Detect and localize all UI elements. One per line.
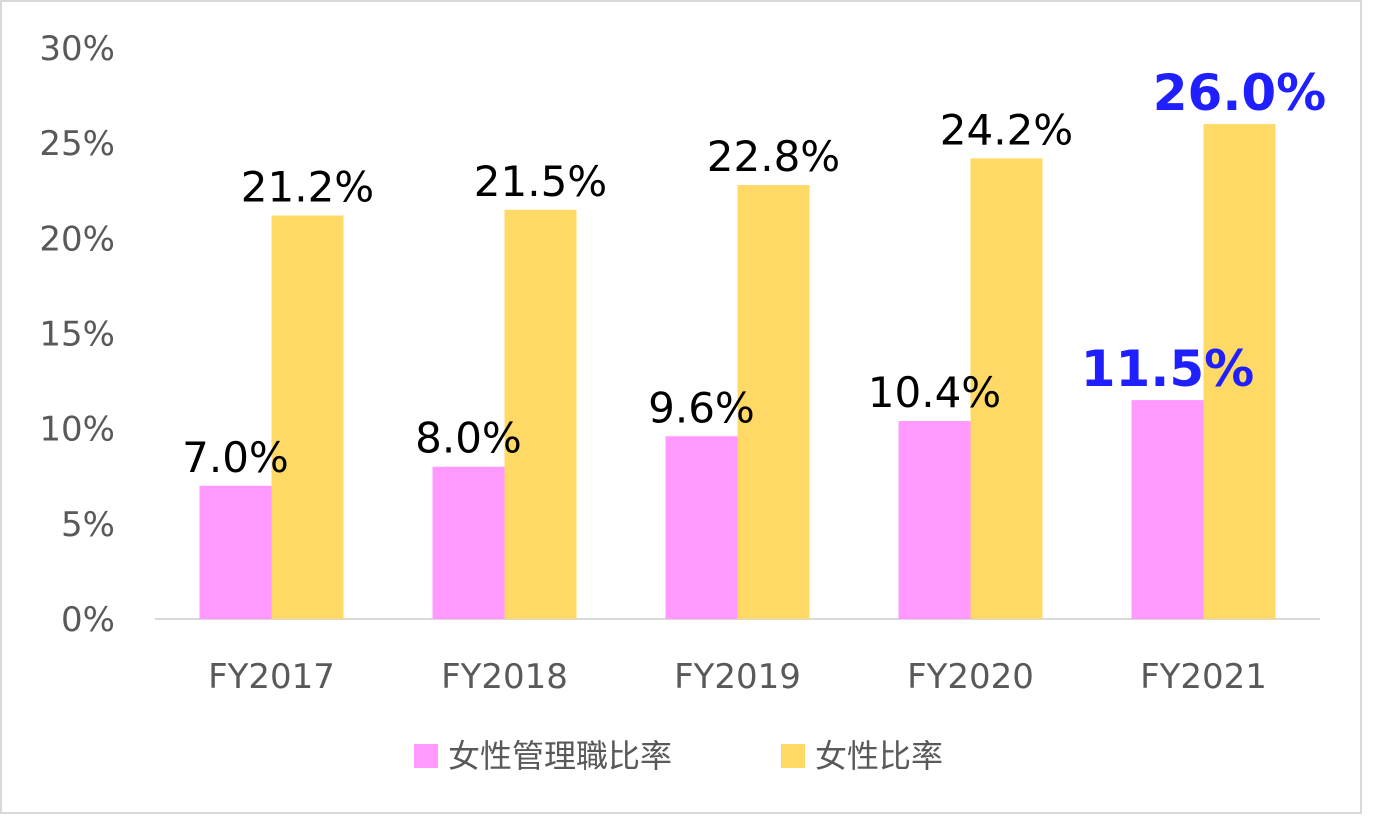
x-axis: FY2017 FY2018 FY2019 FY2020 FY2021 bbox=[208, 657, 1267, 697]
data-label-manager-ratio-fy2017: 7.0% bbox=[182, 433, 289, 482]
y-tick-label: 0% bbox=[61, 600, 115, 640]
y-tick-label: 30% bbox=[39, 29, 115, 69]
y-tick-label: 20% bbox=[39, 219, 115, 259]
data-label-female-ratio-fy2017: 21.2% bbox=[241, 162, 374, 211]
bar-manager-ratio-fy2017 bbox=[199, 485, 272, 619]
bar-female-ratio-fy2019 bbox=[737, 185, 810, 620]
x-tick-label: FY2019 bbox=[674, 657, 801, 697]
x-tick-label: FY2020 bbox=[907, 657, 1034, 697]
data-label-female-ratio-fy2019: 22.8% bbox=[707, 132, 840, 181]
x-tick-label: FY2018 bbox=[441, 657, 568, 697]
data-label-female-ratio-fy2020: 24.2% bbox=[940, 105, 1073, 154]
bar-female-ratio-fy2020 bbox=[970, 158, 1043, 620]
bar-manager-ratio-fy2018 bbox=[432, 466, 505, 619]
y-tick-label: 10% bbox=[39, 410, 115, 450]
x-tick-label: FY2021 bbox=[1140, 657, 1267, 697]
bars bbox=[199, 124, 1276, 620]
data-label-manager-ratio-fy2021: 11.5% bbox=[1081, 340, 1254, 398]
data-label-manager-ratio-fy2018: 8.0% bbox=[415, 414, 522, 463]
bar-female-ratio-fy2018 bbox=[504, 209, 577, 620]
y-tick-label: 5% bbox=[61, 505, 115, 545]
y-tick-label: 15% bbox=[39, 315, 115, 355]
data-label-manager-ratio-fy2020: 10.4% bbox=[868, 368, 1001, 417]
bar-manager-ratio-fy2021 bbox=[1131, 400, 1204, 619]
legend-label-female-ratio: 女性比率 bbox=[815, 737, 943, 775]
data-label-manager-ratio-fy2019: 9.6% bbox=[648, 383, 755, 432]
bar-manager-ratio-fy2020 bbox=[898, 421, 971, 619]
legend-swatch-female-ratio bbox=[781, 744, 805, 768]
data-labels: 7.0% 21.2% 8.0% 21.5% 9.6% 22.8% 10.4% 24.2% 11.… bbox=[182, 64, 1326, 482]
y-axis: 0% 5% 10% 15% 20% 25% 30% bbox=[39, 29, 115, 640]
legend: 女性管理職比率 女性比率 bbox=[414, 737, 943, 775]
x-tick-label: FY2017 bbox=[208, 657, 335, 697]
bar-manager-ratio-fy2019 bbox=[665, 436, 738, 619]
bar-female-ratio-fy2021 bbox=[1203, 124, 1276, 619]
y-tick-label: 25% bbox=[39, 124, 115, 164]
data-label-female-ratio-fy2018: 21.5% bbox=[474, 157, 607, 206]
bar-female-ratio-fy2017 bbox=[271, 215, 344, 619]
legend-swatch-manager-ratio bbox=[414, 744, 438, 768]
legend-label-manager-ratio: 女性管理職比率 bbox=[448, 737, 672, 775]
data-label-female-ratio-fy2021: 26.0% bbox=[1153, 64, 1326, 122]
